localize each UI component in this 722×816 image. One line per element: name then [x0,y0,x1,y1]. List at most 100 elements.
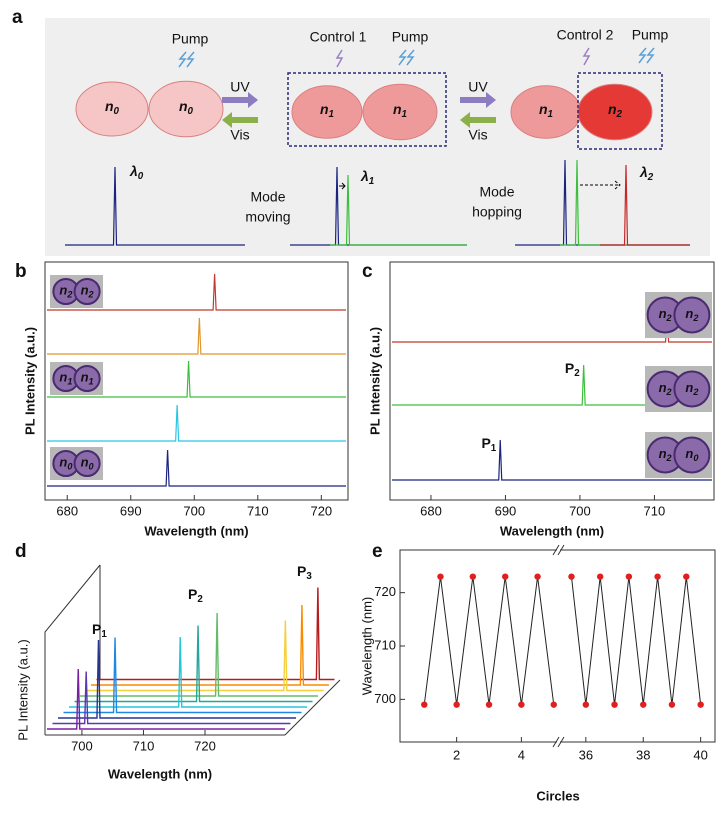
inset-label-sub: 1 [67,377,72,387]
vis-label: Vis [230,127,249,143]
y-axis-label: PL Intensity (a.u.) [367,327,382,435]
data-line [570,576,702,705]
spectrum [47,317,346,355]
inset-label-sub: 2 [666,453,672,463]
data-point [683,573,690,580]
data-point [453,701,460,708]
data-point [550,701,557,708]
inset-label-sub: 0 [67,462,72,472]
spectrum [85,620,324,692]
pump-icon [646,47,655,64]
inset-label: n2 [659,306,672,323]
index-label-sub: 2 [616,109,623,120]
control-label: Control 1 [310,29,367,45]
x-tick-label: 680 [420,503,442,518]
uv-arrow [222,92,258,108]
panel-label: a [12,7,23,28]
wavelength-label-sub: 2 [647,172,654,183]
peak-label-base: P [481,435,490,451]
data-point [502,573,509,580]
panel-label: c [362,261,373,282]
plot-frame [389,261,715,501]
spectrum [69,636,307,708]
inset-label: n2 [659,380,672,397]
inset-label-base: n [81,283,89,298]
mode-label: Mode [250,189,285,205]
x-tick-label: 4 [518,747,525,762]
data-point [469,573,477,580]
wavelength-label: λ1 [360,168,374,187]
plot-frame [399,549,716,743]
x-axis-label: Wavelength (nm) [500,523,604,538]
inset-disk [73,364,101,393]
peak-label: P1 [481,435,496,454]
inset-label: n0 [685,446,698,463]
control-box [577,72,663,150]
peak-label-sub: 1 [101,629,107,640]
inset-label-base: n [59,455,67,470]
peak-label: P2 [188,586,203,605]
wavelength-label-base: λ [639,164,648,180]
spectrum [47,668,285,730]
data-line [423,576,555,705]
uv-label: UV [468,79,488,95]
spectrum [47,449,346,487]
peak-label: P2 [565,360,580,379]
mode-spectrum [65,166,245,246]
inset-label-sub: 0 [89,462,94,472]
peak-label-sub: 1 [491,443,497,454]
mode-label: moving [245,209,290,225]
data-point [640,701,647,708]
data-point [625,573,633,580]
inset-label: n2 [685,306,698,323]
pump-label: Pump [172,31,209,47]
spectrum [96,587,335,681]
inset-label: n2 [81,283,94,300]
x-tick-label: 700 [569,503,591,518]
index-label-sub: 1 [329,109,334,120]
peak-label-base: P [188,586,197,602]
spectrum [58,639,296,719]
vis-arrow [460,112,496,128]
inset-label: n0 [81,455,94,472]
inset-label-base: n [81,455,89,470]
mode-spectrum [600,164,690,246]
vis-arrow [222,112,258,128]
disk [291,85,363,139]
index-label-sub: 0 [188,106,194,117]
data-point [437,573,444,580]
wavelength-label-base: λ [129,163,138,179]
plot-frame [44,261,349,501]
inset-disk [673,296,711,334]
index-label: n1 [539,101,553,120]
inset-label-base: n [659,306,667,321]
index-label-base: n [179,98,188,114]
peak-label-base: P [92,621,101,637]
index-label-sub: 1 [548,109,553,120]
mode-label: Mode [479,184,514,200]
pump-icon [178,51,187,68]
pump-label: Pump [392,29,429,45]
vis-label: Vis [468,127,487,143]
inset-label-base: n [81,370,89,385]
inset-label-base: n [685,306,693,321]
x-tick-label: 720 [310,503,332,518]
index-label: n1 [393,101,407,120]
index-label-base: n [539,101,548,117]
spectrum [392,364,712,406]
index-label-base: n [608,101,617,117]
data-point [568,573,575,580]
data-point [596,573,604,580]
spectrum [91,604,329,686]
inset-label: n1 [59,370,72,387]
data-point [534,573,541,580]
pump-icon [186,51,195,68]
y-tick-label: 710 [374,637,396,652]
inset-disk [673,436,711,474]
index-label-sub: 1 [402,109,407,120]
inset-label-sub: 2 [692,387,698,397]
index-label-base: n [105,98,114,114]
index-label-sub: 0 [114,106,120,117]
wavelength-label: λ2 [639,164,654,183]
control-box [287,72,447,147]
